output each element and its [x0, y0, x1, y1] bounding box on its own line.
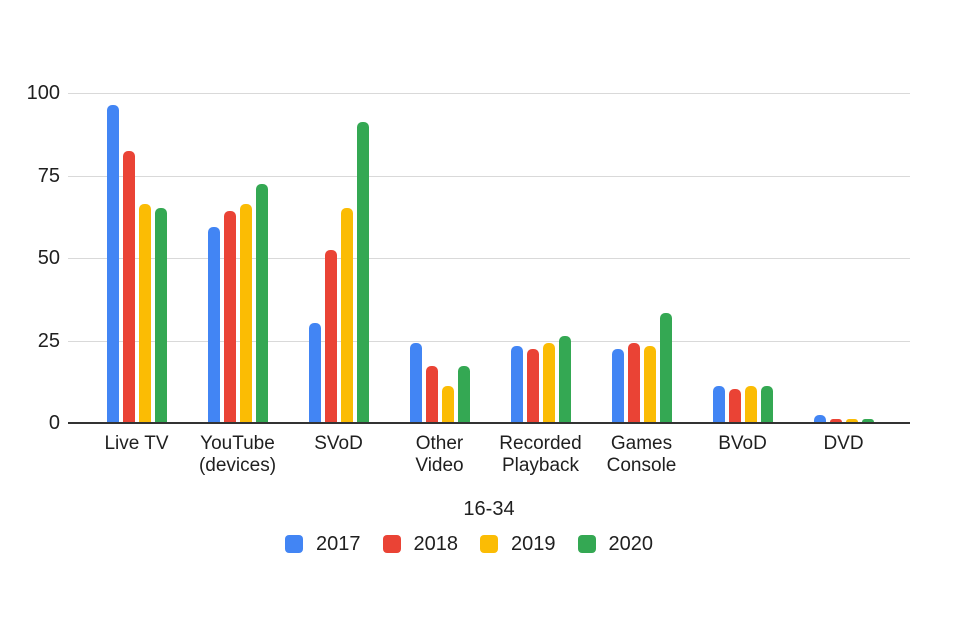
bar-games-2020[interactable] [659, 313, 672, 422]
y-tick-label-50: 50 [37, 247, 60, 269]
legend-item-2017[interactable]: 2017 [285, 534, 361, 554]
x-category-label-dvd: DVD [823, 433, 864, 454]
bar-recorded-2017[interactable] [510, 346, 523, 422]
legend-swatch-2019 [480, 535, 498, 553]
gridline-y100 [68, 93, 910, 94]
bar-dvd-2017[interactable] [813, 415, 826, 422]
x-category-label-games: Games Console [606, 433, 677, 476]
chart-legend: 2017 2018 2019 2020 [285, 534, 653, 554]
bar-other-2020[interactable] [457, 365, 470, 422]
legend-swatch-2018 [382, 535, 401, 553]
bar-live-tv-2020[interactable] [154, 207, 167, 422]
plot-area: 0 25 50 75 100 [27, 83, 910, 433]
bar-other-2018[interactable] [425, 365, 438, 422]
bar-svod-2017[interactable] [308, 323, 321, 422]
bar-recorded-2020[interactable] [558, 336, 571, 422]
legend-label-2020: 2020 [608, 533, 654, 555]
bar-youtube-2019[interactable] [239, 204, 252, 422]
x-axis-category-labels: Live TV YouTube (devices) SVoD Other Video R… [86, 433, 894, 477]
legend-label-2017: 2017 [316, 533, 361, 555]
x-axis-baseline [68, 422, 910, 424]
bar-svod-2019[interactable] [340, 207, 353, 422]
bar-youtube-2017[interactable] [207, 227, 220, 422]
legend-label-2019: 2019 [511, 533, 556, 555]
x-category-label-bvod: BVoD [718, 433, 767, 454]
bar-dvd-2019[interactable] [845, 418, 858, 422]
bar-youtube-2018[interactable] [223, 210, 236, 422]
legend-swatch-2020 [577, 535, 596, 553]
legend-item-2020[interactable]: 2020 [577, 533, 654, 555]
x-category-label-youtube: YouTube (devices) [198, 433, 277, 476]
legend-item-2018[interactable]: 2018 [382, 533, 459, 555]
bar-dvd-2018[interactable] [829, 418, 842, 422]
bar-youtube-2020[interactable] [255, 184, 268, 422]
bar-live-tv-2019[interactable] [138, 204, 151, 422]
x-category-label-live-tv: Live TV [104, 433, 169, 454]
y-tick-label-100: 100 [26, 82, 60, 104]
y-tick-label-0: 0 [48, 412, 60, 434]
y-tick-label-25: 25 [37, 329, 60, 352]
x-category-label-other: Other Video [415, 433, 464, 476]
bar-bvod-2018[interactable] [728, 389, 741, 422]
x-axis-title: 16-34 [463, 498, 515, 520]
gridline-y50 [68, 258, 910, 259]
bar-bvod-2017[interactable] [712, 385, 725, 422]
legend-item-2019[interactable]: 2019 [480, 534, 556, 554]
x-category-label-svod: SVoD [314, 433, 363, 454]
gridline-y25 [68, 340, 910, 342]
bar-recorded-2018[interactable] [526, 349, 539, 422]
bar-recorded-2019[interactable] [542, 342, 555, 422]
bar-dvd-2020[interactable] [861, 418, 874, 422]
bar-bvod-2020[interactable] [760, 385, 773, 422]
y-tick-label-75: 75 [37, 164, 60, 187]
bar-games-2018[interactable] [627, 342, 640, 422]
gridline-y75 [68, 175, 910, 177]
bar-games-2017[interactable] [611, 349, 624, 422]
bar-bvod-2019[interactable] [744, 385, 757, 422]
bar-svod-2018[interactable] [324, 250, 337, 422]
legend-swatch-2017 [285, 535, 303, 553]
legend-label-2018: 2018 [413, 533, 459, 555]
x-category-label-recorded: Recorded Playback [499, 433, 582, 476]
bar-live-tv-2018[interactable] [122, 151, 135, 422]
bar-svod-2020[interactable] [356, 121, 369, 422]
bar-live-tv-2017[interactable] [106, 105, 119, 422]
bar-other-2019[interactable] [441, 385, 454, 422]
bar-games-2019[interactable] [643, 346, 656, 422]
bar-other-2017[interactable] [409, 342, 422, 422]
